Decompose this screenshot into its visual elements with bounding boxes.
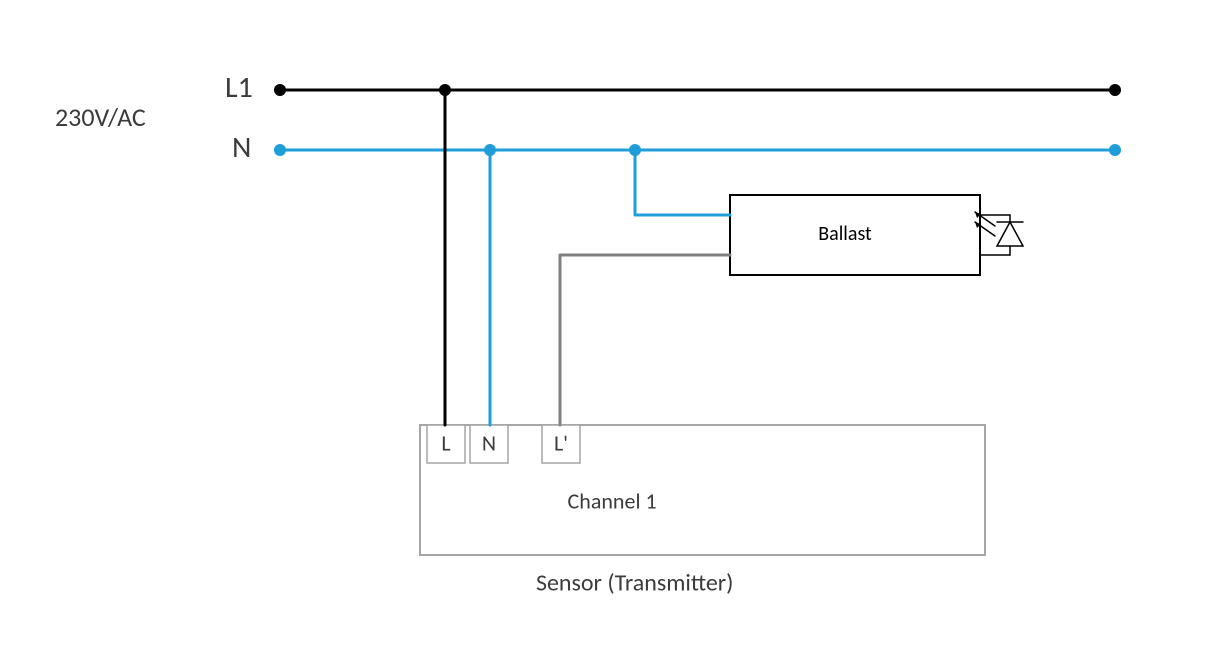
label-sensor: Sensor (Transmitter) <box>536 569 734 598</box>
wire-N-to-ballast <box>635 150 730 215</box>
terminal-label-N: N <box>482 429 496 456</box>
label-channel: Channel 1 <box>568 487 657 514</box>
label-ballast: Ballast <box>818 222 872 246</box>
label-supply: 230V/AC <box>55 101 146 133</box>
terminal-label-Lp: L' <box>554 429 568 456</box>
label-N: N <box>232 129 251 166</box>
label-L1: L1 <box>225 69 253 106</box>
wire-Lp-to-ballast <box>560 255 730 425</box>
terminal-label-L: L <box>441 429 450 456</box>
